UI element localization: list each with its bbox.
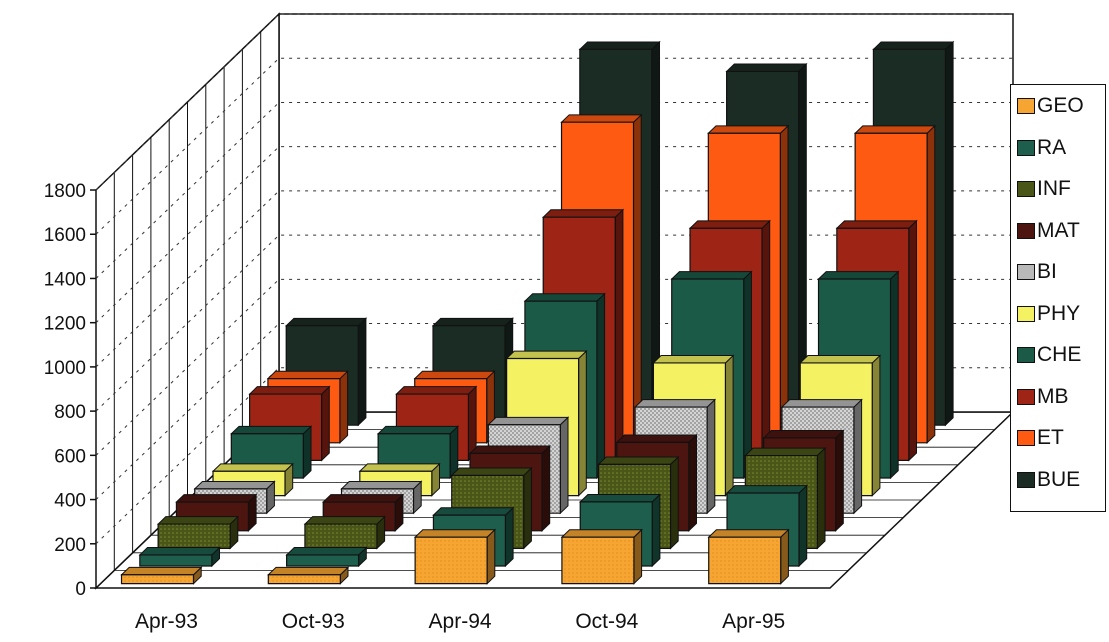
legend-item-bi: BI [1017,258,1057,286]
y-tick-label: 0 [75,579,86,600]
legend-item-mat: MAT [1017,217,1080,245]
legend-swatch [1017,471,1035,488]
legend-item-ra: RA [1017,134,1066,162]
bar-inf-apr-93 [156,515,240,550]
bar-geo-oct-94 [560,528,643,585]
bar-ra-apr-93 [138,546,221,568]
bars [120,40,955,585]
bar-geo-apr-93 [120,566,203,585]
y-tick-label: 600 [54,446,86,467]
legend-swatch [1017,181,1035,197]
y-tick-label: 400 [54,491,86,512]
legend-label: PHY [1037,301,1081,325]
bar-geo-oct-93 [267,566,350,585]
bar-inf-oct-93 [303,515,386,550]
legend-label: CHE [1037,343,1082,366]
y-tick-label: 800 [54,402,86,423]
legend-swatch [1017,264,1035,280]
legend-swatch [1017,430,1035,446]
legend-item-geo: GEO [1017,92,1084,120]
legend-swatch [1017,388,1035,405]
x-axis-labels: Apr-93 Oct-93 Apr-94 Oct-94 Apr-95 [135,610,785,633]
legend-label: RA [1037,135,1067,159]
legend-item-bue: BUE [1017,466,1080,494]
bar-ra-oct-93 [285,546,368,568]
legend-label: INF [1037,177,1071,200]
y-tick-label: 1600 [44,225,86,246]
legend-swatch [1017,305,1035,322]
y-tick-label: 1200 [44,314,86,335]
y-tick-label: 1400 [44,269,86,290]
x-tick-label: Apr-94 [429,610,492,633]
x-tick-label: Oct-93 [282,610,345,633]
legend-label: ET [1037,426,1064,449]
legend-item-et: ET [1017,424,1064,452]
legend-label: BUE [1037,467,1081,491]
legend-label: BI [1037,260,1057,283]
legend-item-inf: INF [1017,175,1071,203]
legend-swatch [1017,347,1035,363]
legend-label: MB [1037,384,1069,408]
legend-swatch [1017,222,1035,239]
legend-item-mb: MB [1017,383,1069,411]
legend-swatch [1017,139,1035,156]
bar-geo-apr-94 [413,528,497,585]
legend-swatch [1017,98,1035,114]
y-tick-label: 1000 [44,358,86,379]
x-tick-label: Apr-93 [135,610,198,633]
y-tick-label: 200 [54,535,86,556]
bar-geo-apr-95 [707,528,790,585]
y-tick-label: 1800 [44,181,86,202]
legend-item-phy: PHY [1017,300,1080,328]
x-tick-label: Oct-94 [575,610,638,633]
x-tick-label: Apr-95 [722,610,785,633]
legend-label: MAT [1037,218,1080,242]
legend-item-che: CHE [1017,341,1081,369]
y-axis-ticks: 0 200 400 600 800 1000 1200 1400 1600 1800 [44,181,96,600]
legend-label: GEO [1037,94,1084,117]
legend: GEO RA INF MAT BI PHY CHE MB ET BUE [1010,84,1106,512]
